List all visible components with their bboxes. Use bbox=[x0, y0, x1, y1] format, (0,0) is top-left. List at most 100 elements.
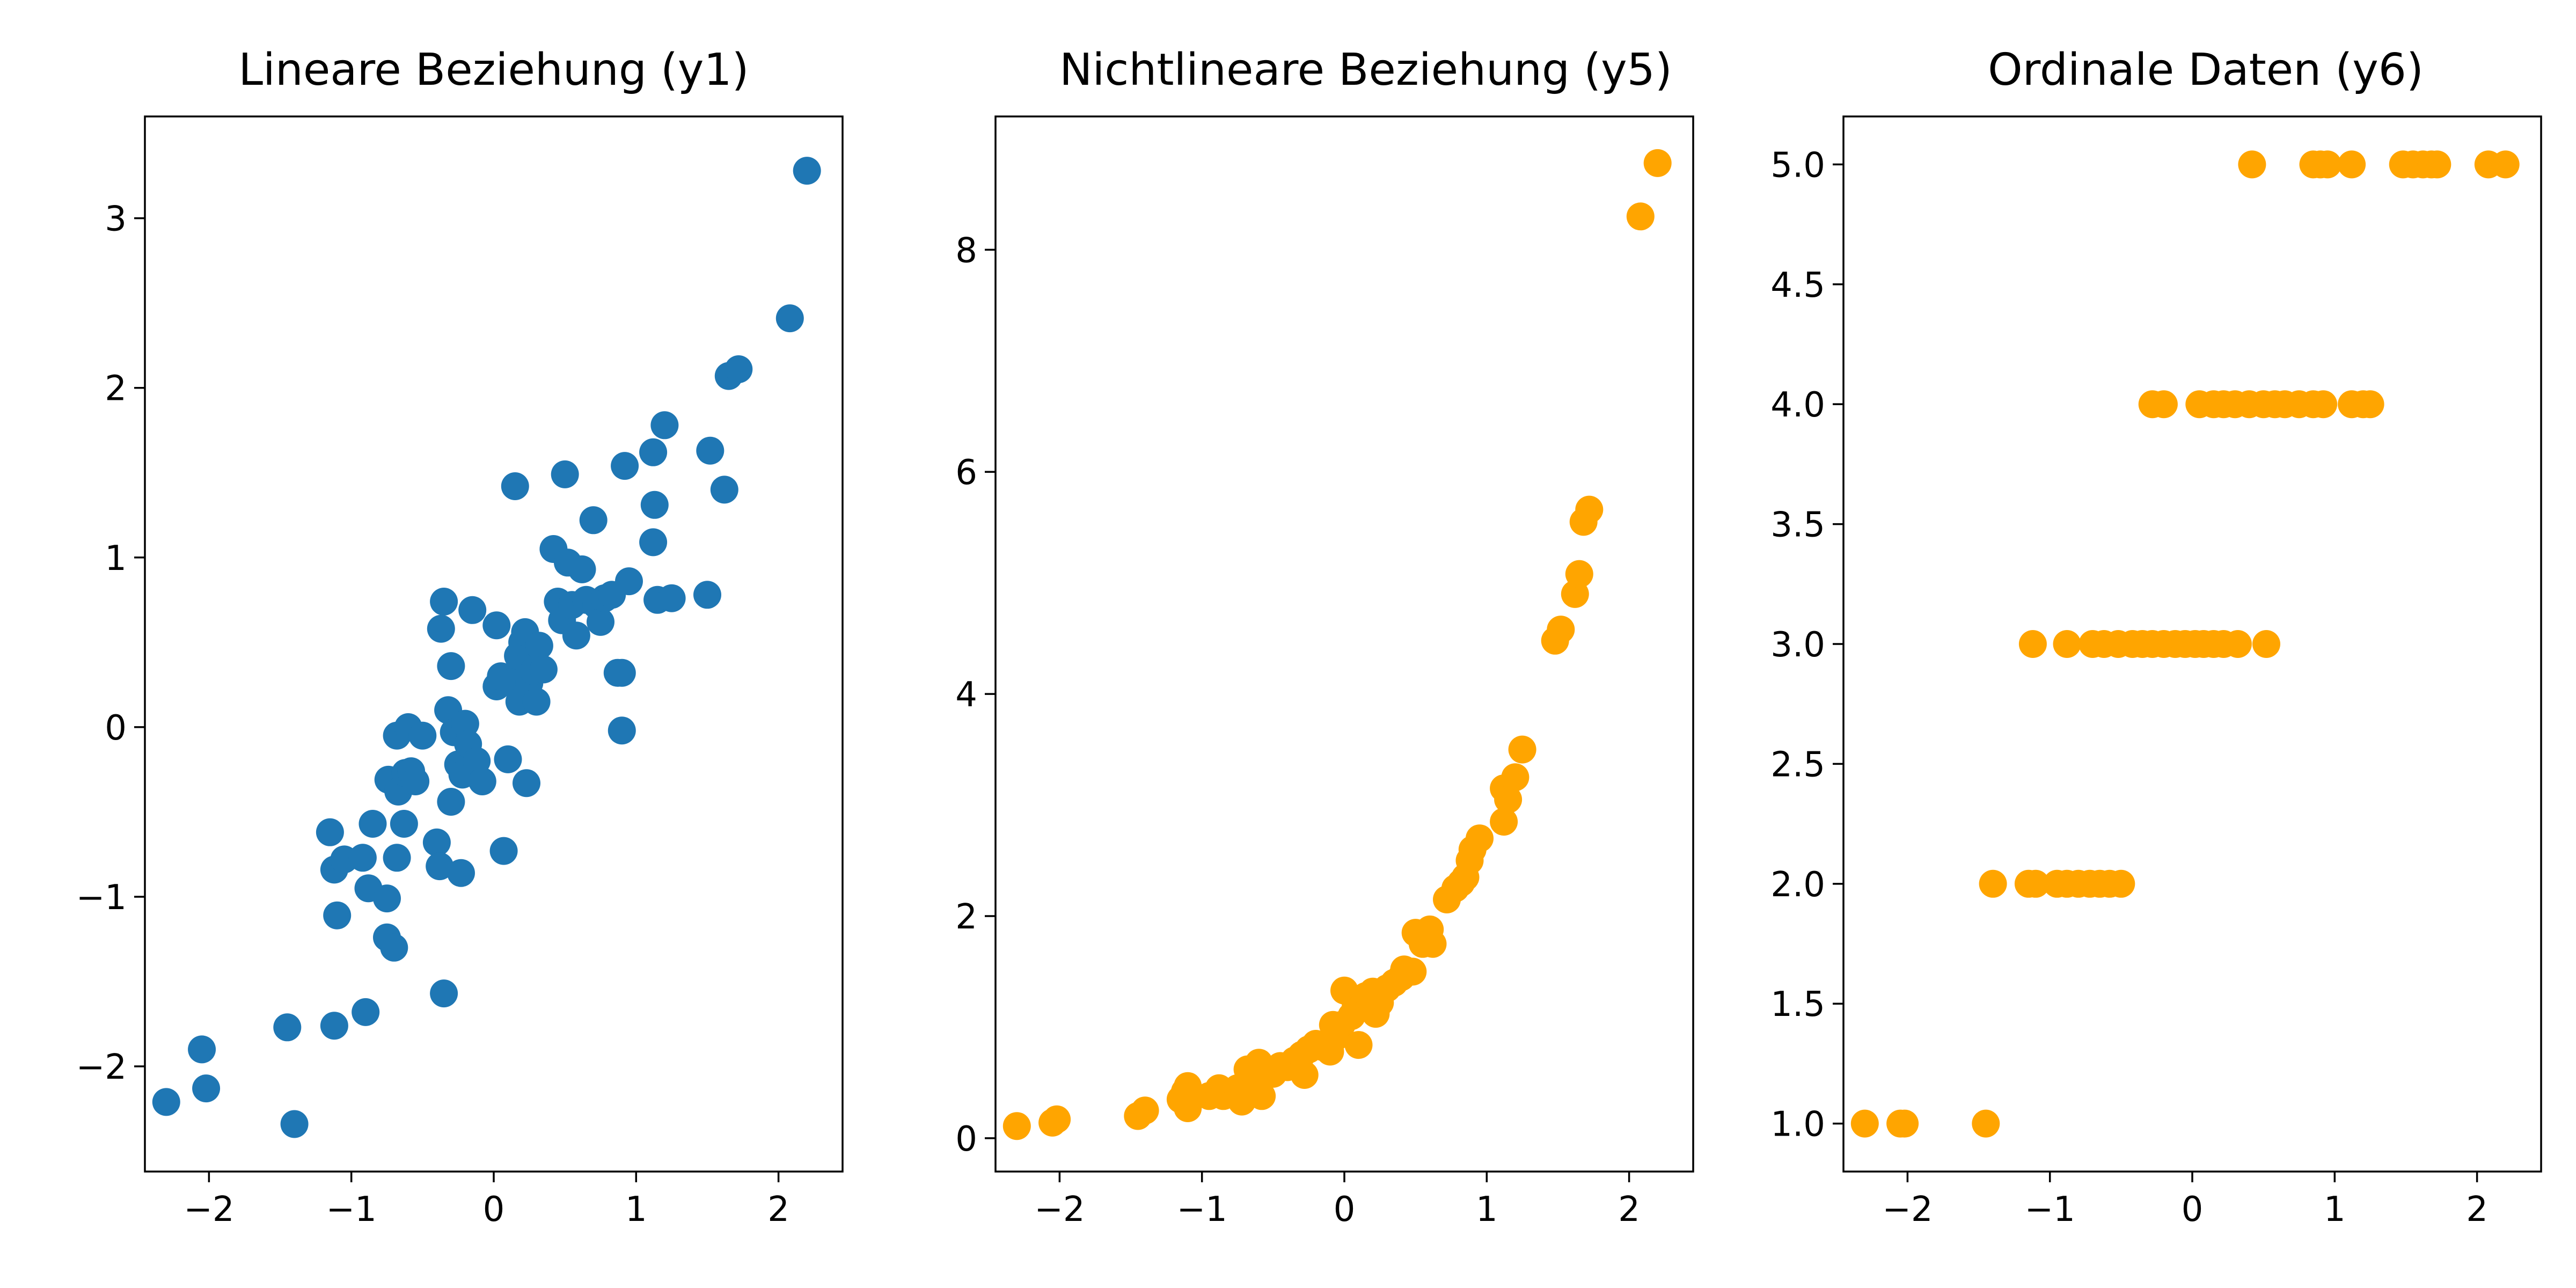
plot-frame bbox=[994, 115, 1694, 1173]
data-point bbox=[2338, 150, 2366, 179]
data-point bbox=[380, 933, 408, 962]
data-point bbox=[192, 1074, 221, 1103]
data-point bbox=[427, 614, 455, 643]
data-point bbox=[2223, 630, 2252, 658]
data-point bbox=[2018, 630, 2047, 658]
data-point bbox=[1565, 560, 1593, 588]
data-point bbox=[437, 788, 465, 816]
data-point bbox=[1494, 785, 1523, 814]
data-point bbox=[390, 810, 418, 838]
data-point bbox=[426, 852, 454, 881]
y-tick-label: −1 bbox=[76, 878, 127, 918]
data-point bbox=[430, 588, 458, 616]
data-point bbox=[152, 1088, 180, 1116]
data-point bbox=[2309, 390, 2338, 419]
x-tick-label: −2 bbox=[1034, 1190, 1085, 1230]
data-point bbox=[568, 555, 596, 583]
data-point bbox=[1547, 616, 1575, 644]
data-point bbox=[451, 709, 479, 738]
panel-ordinal: Ordinale Daten (y6) −2 −1 0 1 2 1.0 1.5 2.0 2.5 3… bbox=[1770, 45, 2542, 1230]
data-point bbox=[615, 567, 643, 596]
data-point bbox=[793, 157, 821, 185]
y-tick-label: 2.5 bbox=[1770, 745, 1825, 785]
y-tick-label: 2 bbox=[955, 897, 977, 937]
panel-title: Lineare Beziehung (y1) bbox=[238, 45, 749, 96]
data-point bbox=[2149, 390, 2178, 419]
scatter-points bbox=[1850, 150, 2520, 1138]
data-point bbox=[352, 998, 380, 1026]
y-tick-label: 3.5 bbox=[1770, 506, 1825, 545]
plot-frame bbox=[1842, 115, 2542, 1173]
data-point bbox=[657, 584, 686, 612]
data-point bbox=[2423, 150, 2451, 179]
y-tick-label: 1 bbox=[105, 539, 127, 579]
data-point bbox=[1466, 824, 1494, 853]
data-point bbox=[2107, 869, 2135, 898]
x-tick-label: 1 bbox=[625, 1190, 647, 1230]
data-point bbox=[639, 528, 668, 557]
data-point bbox=[1643, 149, 1672, 177]
data-point bbox=[587, 608, 614, 636]
data-point bbox=[422, 828, 451, 857]
data-point bbox=[447, 859, 475, 887]
data-point bbox=[280, 1110, 309, 1138]
x-tick-label: 2 bbox=[767, 1190, 789, 1230]
y-tick-label: 4.0 bbox=[1770, 385, 1825, 425]
data-point bbox=[482, 611, 511, 640]
y-tick-label: 6 bbox=[955, 453, 977, 493]
data-point bbox=[1290, 1061, 1319, 1089]
data-point bbox=[529, 655, 558, 684]
data-point bbox=[513, 769, 540, 797]
x-tick-label: −1 bbox=[326, 1190, 377, 1230]
data-point bbox=[579, 506, 608, 535]
data-point bbox=[320, 1012, 348, 1040]
data-point bbox=[522, 687, 551, 716]
data-point bbox=[1891, 1109, 1919, 1138]
data-point bbox=[640, 491, 669, 519]
axis-ticks: −2 −1 0 1 2 −2 −1 0 1 2 3 bbox=[76, 200, 789, 1230]
data-point bbox=[608, 658, 636, 687]
y-tick-label: 2 bbox=[105, 369, 127, 409]
panel-nonlinear: Nichtlineare Beziehung (y5) −2 −1 0 1 2 0 2 4 6 8 bbox=[955, 45, 1694, 1230]
data-point bbox=[1850, 1109, 1879, 1138]
data-point bbox=[639, 438, 668, 466]
x-tick-label: 2 bbox=[2466, 1190, 2488, 1230]
data-point bbox=[1972, 1109, 2000, 1138]
panel-linear: Lineare Beziehung (y1) −2 −1 0 1 2 −2 −1 0 1 2 3 bbox=[76, 45, 844, 1230]
data-point bbox=[1399, 957, 1427, 986]
data-point bbox=[2053, 630, 2081, 658]
y-tick-label: 2.0 bbox=[1770, 865, 1825, 905]
data-point bbox=[611, 452, 639, 480]
x-tick-label: −2 bbox=[1882, 1190, 1933, 1230]
data-point bbox=[1174, 1072, 1202, 1100]
x-tick-label: −1 bbox=[2025, 1190, 2075, 1230]
data-point bbox=[775, 304, 804, 333]
data-point bbox=[710, 475, 738, 504]
data-point bbox=[1248, 1082, 1276, 1110]
data-point bbox=[273, 1013, 302, 1042]
y-tick-label: 1.5 bbox=[1770, 985, 1825, 1024]
data-point bbox=[1002, 1112, 1031, 1140]
data-point bbox=[1501, 763, 1529, 792]
data-point bbox=[1174, 1094, 1202, 1122]
data-point bbox=[489, 837, 518, 865]
x-tick-label: −1 bbox=[1177, 1190, 1227, 1230]
axis-ticks: −2 −1 0 1 2 1.0 1.5 2.0 2.5 3.0 3.5 4.0 4.5 5.0 bbox=[1770, 145, 2488, 1230]
data-point bbox=[408, 721, 437, 750]
plot-frame bbox=[144, 115, 844, 1173]
axis-ticks: −2 −1 0 1 2 0 2 4 6 8 bbox=[955, 231, 1640, 1230]
data-point bbox=[1490, 808, 1518, 836]
panel-title: Ordinale Daten (y6) bbox=[1988, 45, 2424, 96]
data-point bbox=[1344, 1031, 1373, 1059]
data-point bbox=[430, 979, 458, 1008]
data-point bbox=[551, 460, 579, 488]
data-point bbox=[1575, 495, 1604, 524]
data-point bbox=[696, 436, 724, 465]
data-point bbox=[458, 596, 487, 624]
x-tick-label: 1 bbox=[2324, 1190, 2346, 1230]
data-point bbox=[494, 745, 522, 773]
data-point bbox=[693, 581, 721, 609]
y-tick-label: 3.0 bbox=[1770, 625, 1825, 665]
data-point bbox=[2238, 150, 2266, 179]
